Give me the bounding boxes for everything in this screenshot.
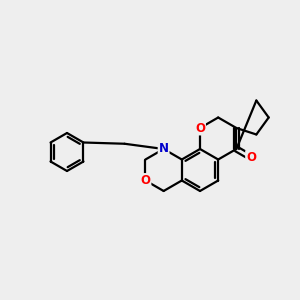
- Text: O: O: [195, 122, 205, 134]
- Text: N: N: [159, 142, 169, 155]
- Text: O: O: [140, 174, 150, 187]
- Text: O: O: [246, 151, 256, 164]
